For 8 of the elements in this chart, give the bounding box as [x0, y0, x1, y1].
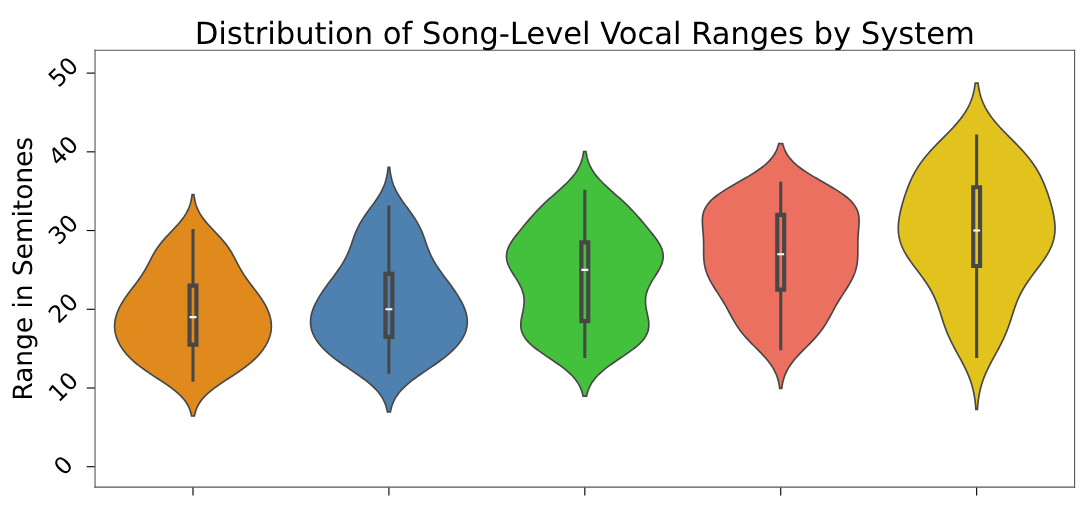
chart-title: Distribution of Song-Level Vocal Ranges by System: [197, 20, 973, 51]
y-tick-label: 40: [46, 134, 79, 167]
y-tick-label: 0: [52, 454, 74, 476]
y-tick-label: 20: [47, 291, 79, 324]
y-axis-title: Range in Semitones: [11, 138, 38, 398]
y-tick-label: 50: [47, 55, 79, 88]
y-tick-label: 30: [47, 213, 79, 245]
y-tick-label: 10: [47, 370, 79, 402]
